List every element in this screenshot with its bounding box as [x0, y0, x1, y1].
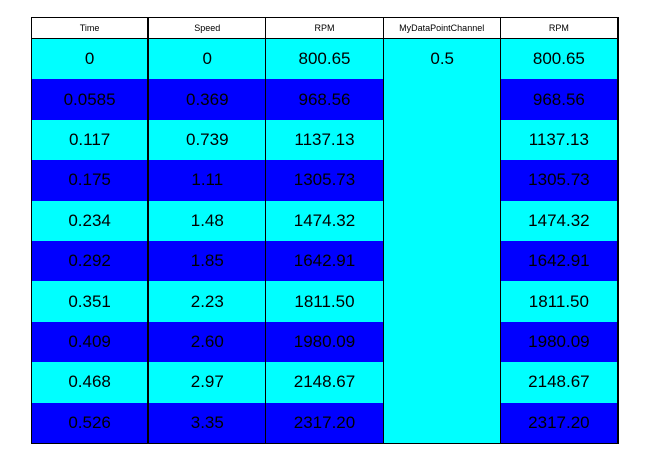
cell: 0.351 — [32, 281, 150, 322]
cell: 1305.73 — [500, 160, 618, 201]
cell: 1980.09 — [266, 321, 384, 363]
column-header: RPM — [266, 18, 384, 39]
column-header: Time — [32, 18, 150, 39]
cell: 1642.91 — [500, 241, 618, 282]
cell: 0.0585 — [32, 79, 150, 120]
column-fill — [383, 39, 501, 443]
cell: 0.292 — [32, 241, 150, 282]
cell: 1305.73 — [266, 160, 384, 201]
column-header: Speed — [149, 18, 267, 39]
cell: 1811.50 — [266, 281, 384, 322]
column-header: MyDataPointChannel — [383, 18, 501, 39]
cell: 1474.32 — [500, 200, 618, 241]
cell: 2317.20 — [266, 402, 384, 443]
cell: 0.526 — [32, 402, 150, 443]
cell: 968.56 — [500, 79, 618, 120]
data-table: Time 0 0.0585 0.117 0.175 0.234 0.292 0.351 0.40… — [31, 17, 619, 444]
cell: 1137.13 — [500, 119, 618, 161]
cell: 1.85 — [149, 241, 267, 282]
cell: 1642.91 — [266, 241, 384, 282]
cell: 800.65 — [500, 39, 618, 80]
cell: 0.5 — [430, 49, 454, 69]
cell: 0.739 — [149, 119, 267, 161]
cell: 0.234 — [32, 200, 150, 241]
cell: 1137.13 — [266, 119, 384, 161]
cell: 2.23 — [149, 281, 267, 322]
cell: 2.97 — [149, 362, 267, 403]
cell: 2317.20 — [500, 402, 618, 443]
cell: 800.65 — [266, 39, 384, 80]
cell: 1980.09 — [500, 321, 618, 363]
cell: 0.175 — [32, 160, 150, 201]
cell: 1811.50 — [500, 281, 618, 322]
cell: 968.56 — [266, 79, 384, 120]
cell: 2148.67 — [266, 362, 384, 403]
cell: 1474.32 — [266, 200, 384, 241]
cell: 2.60 — [149, 321, 267, 363]
cell: 1.11 — [149, 160, 267, 201]
column-header: RPM — [500, 18, 618, 39]
cell: 0.369 — [149, 79, 267, 120]
cell: 1.48 — [149, 200, 267, 241]
cell: 0 — [149, 39, 267, 80]
cell: 0 — [32, 39, 150, 80]
cell: 2148.67 — [500, 362, 618, 403]
cell: 0.117 — [32, 119, 150, 161]
cell: 0.468 — [32, 362, 150, 403]
cell: 3.35 — [149, 402, 267, 443]
cell: 0.409 — [32, 321, 150, 363]
